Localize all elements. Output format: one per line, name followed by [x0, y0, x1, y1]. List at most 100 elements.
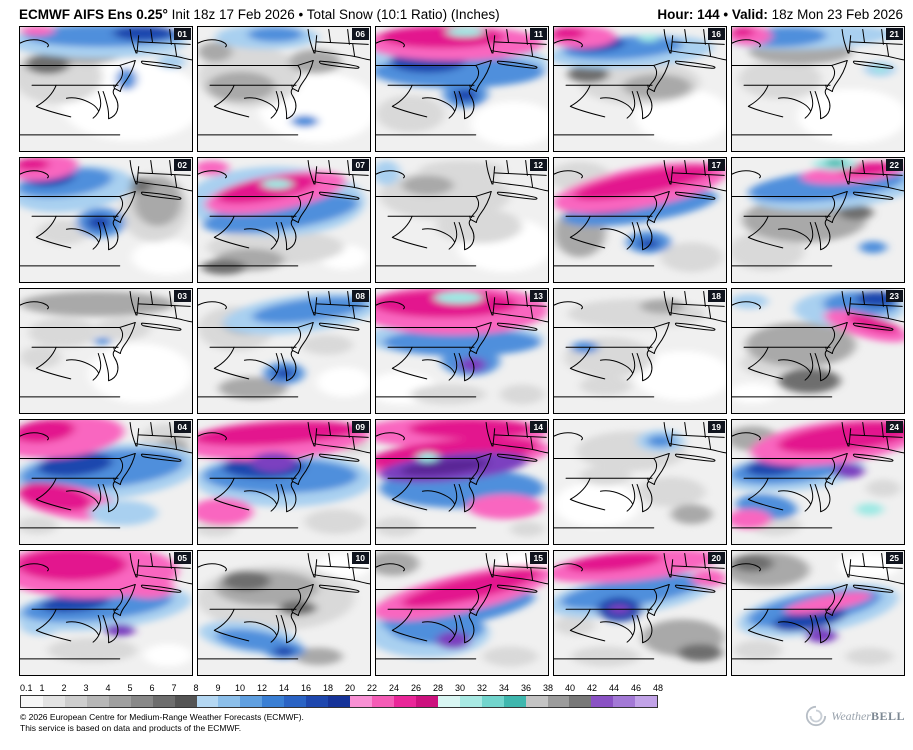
header: ECMWF AIFS Ens 0.25° Init 18z 17 Feb 202… — [0, 0, 913, 25]
ensemble-panel-member-06: 06 — [197, 26, 371, 152]
member-map — [376, 420, 548, 544]
ensemble-panel-member-17: 17 — [553, 157, 727, 283]
member-number-badge: 18 — [707, 290, 725, 302]
model-name: ECMWF AIFS Ens 0.25° — [19, 7, 168, 22]
colorbar-tick-label: 42 — [586, 683, 598, 693]
member-number-badge: 23 — [885, 290, 903, 302]
colorbar-tick-label: 16 — [300, 683, 312, 693]
colorbar-segment — [459, 696, 482, 707]
colorbar-segment — [218, 696, 241, 707]
colorbar-tick-label: 10 — [234, 683, 246, 693]
member-map — [732, 158, 904, 282]
colorbar-tick-label: 34 — [498, 683, 510, 693]
colorbar-segment — [284, 696, 307, 707]
weatherbell-logo: WeatherBELL — [805, 705, 905, 733]
member-map — [20, 27, 192, 151]
chart-title: ECMWF AIFS Ens 0.25° Init 18z 17 Feb 202… — [19, 7, 500, 22]
colorbar-tick-label: 20 — [344, 683, 356, 693]
colorbar-tick-label: 18 — [322, 683, 334, 693]
colorbar-tick-label: 8 — [193, 683, 199, 693]
member-number-badge: 16 — [707, 28, 725, 40]
member-number-badge: 24 — [885, 421, 903, 433]
member-map — [732, 27, 904, 151]
member-number-badge: 03 — [173, 290, 191, 302]
member-number-badge: 05 — [173, 552, 191, 564]
member-number-badge: 25 — [885, 552, 903, 564]
ensemble-panel-member-18: 18 — [553, 288, 727, 414]
colorbar-segment — [393, 696, 416, 707]
colorbar-tick-label: 14 — [278, 683, 290, 693]
ensemble-panel-member-25: 25 — [731, 550, 905, 676]
colorbar-tick-label: 38 — [542, 683, 554, 693]
copyright-line2: This service is based on data and produc… — [20, 722, 242, 733]
member-number-badge: 13 — [529, 290, 547, 302]
legend-footer-row: 0.1 1 2 3 4 5 6 7 8 9 10 12 14 16 18 20 22 24 26 28 30 32 34 36… — [0, 679, 913, 733]
colorbar-segment — [613, 696, 636, 707]
colorbar-tick-label: 22 — [366, 683, 378, 693]
colorbar-segment — [415, 696, 438, 707]
colorbar-labels: 0.1 1 2 3 4 5 6 7 8 9 10 12 14 16 18 20 22 24 26 28 30 32 34 36… — [20, 683, 663, 694]
colorbar-segment — [152, 696, 175, 707]
ensemble-panel-member-19: 19 — [553, 419, 727, 545]
member-map — [732, 289, 904, 413]
colorbar-tick-label: 36 — [520, 683, 532, 693]
member-map — [20, 158, 192, 282]
member-map — [376, 551, 548, 675]
colorbar-tick-label: 44 — [608, 683, 620, 693]
member-number-badge: 09 — [351, 421, 369, 433]
member-map — [554, 420, 726, 544]
ensemble-panel-member-15: 15 — [375, 550, 549, 676]
logo-text-weather: Weather — [831, 709, 871, 724]
member-map — [198, 551, 370, 675]
ensemble-panel-member-23: 23 — [731, 288, 905, 414]
member-map — [198, 420, 370, 544]
colorbar-tick-label: 12 — [256, 683, 268, 693]
member-number-badge: 21 — [885, 28, 903, 40]
colorbar-tick-label: 28 — [432, 683, 444, 693]
member-map — [554, 289, 726, 413]
ensemble-panel-member-13: 13 — [375, 288, 549, 414]
colorbar-segment — [569, 696, 592, 707]
member-map — [554, 27, 726, 151]
colorbar-segment — [437, 696, 460, 707]
member-number-badge: 17 — [707, 159, 725, 171]
colorbar-segment — [503, 696, 526, 707]
colorbar-segment — [108, 696, 131, 707]
colorbar-segment — [21, 696, 43, 707]
colorbar-tick-label: 3 — [83, 683, 89, 693]
logo-text-bell: BELL — [870, 709, 905, 724]
ensemble-grid: 01 06 11 16 21 02 07 12 17 22 03 08 13 18 23 04 09 14 19 24… — [0, 25, 913, 679]
colorbar-segment — [328, 696, 351, 707]
member-number-badge: 04 — [173, 421, 191, 433]
colorbar-segment — [591, 696, 614, 707]
ensemble-panel-member-04: 04 — [19, 419, 193, 545]
colorbar-tick-label: 32 — [476, 683, 488, 693]
ensemble-panel-member-14: 14 — [375, 419, 549, 545]
colorbar-segment — [350, 696, 372, 707]
member-map — [376, 158, 548, 282]
member-number-badge: 14 — [529, 421, 547, 433]
member-number-badge: 15 — [529, 552, 547, 564]
member-map — [554, 158, 726, 282]
member-map — [376, 289, 548, 413]
colorbar-segment — [525, 696, 548, 707]
colorbar-segment — [262, 696, 285, 707]
colorbar — [20, 695, 658, 708]
valid-datetime: 18z Mon 23 Feb 2026 — [767, 7, 903, 22]
colorbar-segment — [86, 696, 109, 707]
ensemble-panel-member-20: 20 — [553, 550, 727, 676]
member-map — [198, 27, 370, 151]
colorbar-segment — [372, 696, 394, 707]
member-number-badge: 02 — [173, 159, 191, 171]
ensemble-panel-member-01: 01 — [19, 26, 193, 152]
colorbar-segment — [42, 696, 65, 707]
member-map — [198, 158, 370, 282]
ensemble-panel-member-12: 12 — [375, 157, 549, 283]
ensemble-panel-member-07: 07 — [197, 157, 371, 283]
member-map — [732, 551, 904, 675]
copyright-line1: © 2026 European Centre for Medium-Range … — [20, 712, 304, 722]
member-number-badge: 01 — [173, 28, 191, 40]
colorbar-segment — [196, 696, 219, 707]
colorbar-tick-label: 9 — [215, 683, 221, 693]
